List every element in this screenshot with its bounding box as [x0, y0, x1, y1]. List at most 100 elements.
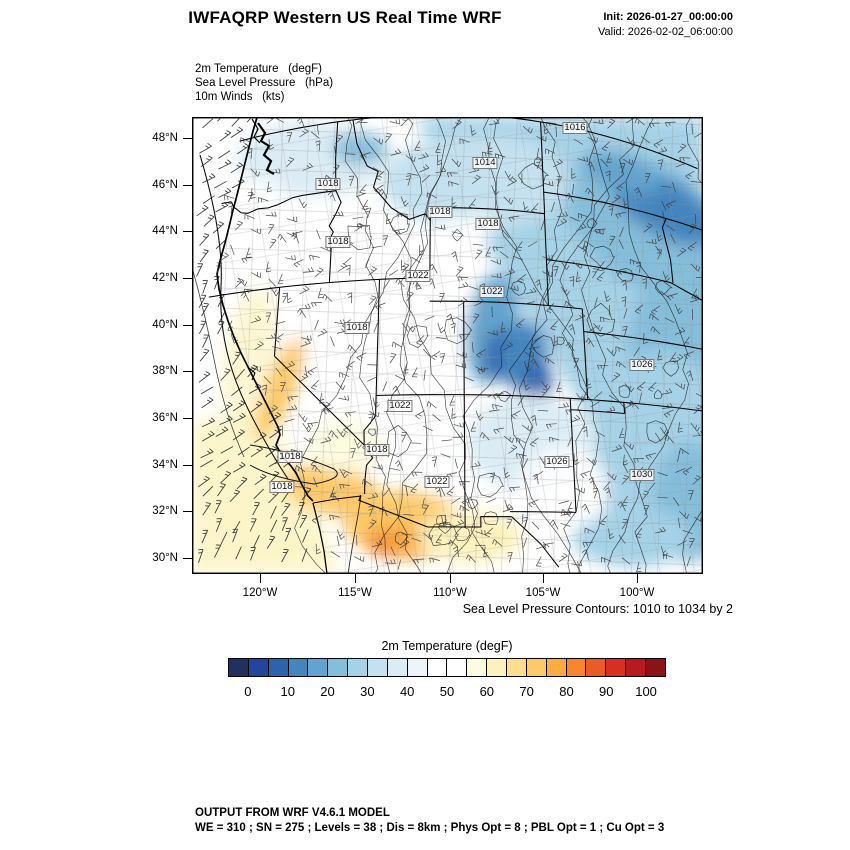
colorbar-cell: [348, 659, 369, 676]
lon-tick-label: 100°W: [619, 587, 655, 599]
lat-tick-label: 32°N: [152, 505, 178, 517]
slp-contour-label: 1018: [315, 178, 341, 190]
colorbar-tick-label: 50: [439, 684, 455, 699]
lon-tick: [636, 574, 638, 583]
colorbar-cell: [586, 659, 607, 676]
colorbar-cell: [288, 659, 309, 676]
slp-contour-label: 1018: [277, 451, 303, 463]
lat-tick: [183, 324, 192, 326]
lon-tick-label: 110°W: [433, 587, 467, 599]
lat-tick: [183, 277, 192, 279]
slp-contour-label: 1022: [424, 476, 450, 488]
lat-tick: [183, 464, 192, 466]
slp-contour-label: 1022: [479, 286, 505, 298]
lat-tick: [183, 230, 192, 232]
lon-tick: [542, 574, 544, 583]
lat-tick-label: 48°N: [152, 132, 178, 144]
colorbar-cell: [487, 659, 508, 676]
lon-tick: [354, 574, 356, 583]
field-label-1: Sea Level Pressure (hPa): [195, 77, 334, 89]
lat-tick: [183, 417, 192, 419]
lat-tick-label: 34°N: [152, 459, 178, 471]
init-valid-block: Init: 2026-01-27_00:00:00 Valid: 2026-02…: [598, 10, 733, 40]
colorbar-cell: [467, 659, 488, 676]
footer: OUTPUT FROM WRF V4.6.1 MODEL WE = 310 ; …: [195, 806, 664, 836]
field-list: 2m Temperature (degF) Sea Level Pressure …: [195, 62, 333, 104]
colorbar-tick-label: 0: [244, 684, 252, 699]
colorbar-cell: [407, 659, 428, 676]
colorbar-cell: [447, 659, 468, 676]
valid-time: Valid: 2026-02-02_06:00:00: [598, 26, 733, 38]
slp-contour-label: 1030: [629, 469, 655, 481]
colorbar-cell: [626, 659, 647, 676]
colorbar-cell: [308, 659, 329, 676]
slp-contour-label: 1022: [405, 270, 431, 282]
colorbar-cell: [606, 659, 627, 676]
footer-model-line: OUTPUT FROM WRF V4.6.1 MODEL: [195, 807, 390, 819]
colorbar-cell: [546, 659, 567, 676]
slp-contour-label: 1018: [325, 236, 351, 248]
colorbar: [228, 658, 666, 677]
colorbar-cell: [526, 659, 547, 676]
colorbar-cell: [229, 659, 249, 676]
colorbar-tick-label: 80: [559, 684, 574, 699]
slp-contour-label: 1018: [364, 444, 390, 456]
field-label-0: 2m Temperature (degF): [195, 63, 322, 75]
latitude-axis: 48°N 46°N 44°N 42°N 40°N 38°N 36°N 34°N 32°N 30°N: [130, 117, 192, 574]
colorbar-tick-label: 70: [519, 684, 534, 699]
colorbar-cell: [328, 659, 349, 676]
lat-tick-label: 44°N: [152, 225, 178, 237]
lat-tick-label: 38°N: [152, 365, 178, 377]
lat-tick: [183, 557, 192, 559]
lat-tick-label: 46°N: [152, 179, 178, 191]
colorbar-tick-label: 40: [399, 684, 415, 699]
slp-contour-label: 1026: [629, 359, 655, 371]
colorbar-cell: [387, 659, 408, 676]
colorbar-title: 2m Temperature (degF): [381, 639, 513, 653]
lon-tick-label: 120°W: [242, 587, 278, 599]
slp-contour-label: 1018: [475, 218, 501, 230]
lat-tick: [183, 370, 192, 372]
colorbar-tick-label: 30: [360, 684, 375, 699]
lat-tick-label: 42°N: [152, 272, 178, 284]
colorbar-tick-label: 10: [280, 684, 295, 699]
lat-tick-label: 30°N: [152, 552, 178, 564]
lon-tick: [449, 574, 451, 583]
slp-contour-label: 1014: [472, 157, 498, 169]
page-title: IWFAQRP Western US Real Time WRF: [188, 8, 502, 27]
colorbar-cell: [368, 659, 388, 676]
slp-contour-label: 1018: [427, 206, 453, 218]
lat-tick-label: 40°N: [152, 319, 178, 331]
lat-tick: [183, 184, 192, 186]
colorbar-cell: [427, 659, 448, 676]
lon-tick-label: 115°W: [338, 587, 372, 599]
field-label-2: 10m Winds (kts): [195, 91, 285, 103]
colorbar-cell: [507, 659, 527, 676]
map-canvas: 1016 1014 1018 1018 1018 1018 1022 1022 1018 1026…: [192, 117, 703, 574]
colorbar-cell: [268, 659, 289, 676]
footer-config-line: WE = 310 ; SN = 275 ; Levels = 38 ; Dis …: [195, 822, 665, 834]
slp-contour-label: 1016: [562, 122, 588, 134]
colorbar-tick-labels: 0 10 20 30 40 50 60 70 80 90 100: [228, 684, 666, 702]
lat-tick: [183, 510, 192, 512]
lat-tick: [183, 137, 192, 139]
weather-map: [192, 117, 703, 574]
longitude-axis: 120°W 115°W 110°W 105°W 100°W: [192, 574, 703, 614]
slp-contour-label: 1026: [544, 456, 570, 468]
slp-contour-label: 1018: [344, 322, 370, 334]
colorbar-cell: [248, 659, 269, 676]
colorbar-cell: [566, 659, 587, 676]
colorbar-tick-label: 20: [320, 684, 335, 699]
colorbar-tick-label: 90: [599, 684, 614, 699]
lon-tick: [259, 574, 261, 583]
colorbar-cell: [646, 659, 665, 676]
colorbar-tick-label: 60: [479, 684, 495, 699]
slp-contour-label: 1022: [387, 400, 413, 412]
slp-contour-label: 1018: [269, 481, 295, 493]
colorbar-tick-label: 100: [635, 684, 657, 699]
lat-tick-label: 36°N: [152, 412, 178, 424]
init-time: Init: 2026-01-27_00:00:00: [603, 11, 733, 23]
pressure-contour-caption: Sea Level Pressure Contours: 1010 to 103…: [462, 602, 733, 616]
lon-tick-label: 105°W: [525, 587, 561, 599]
